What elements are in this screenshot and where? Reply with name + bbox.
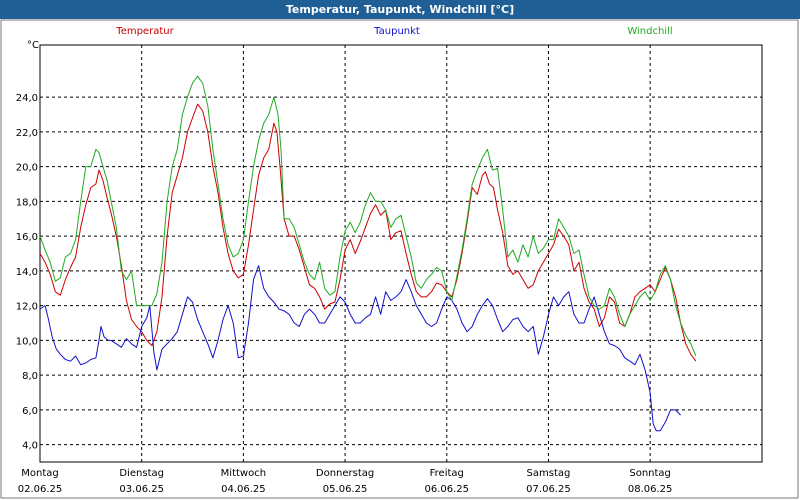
y-tick-label: 14,0	[16, 267, 38, 278]
y-tick-label: 22,0	[16, 128, 38, 139]
x-tick-date: 03.06.25	[119, 484, 164, 495]
x-tick-weekday: Mittwoch	[221, 468, 266, 479]
legend-taupunkt: Taupunkt	[373, 26, 420, 37]
y-tick-label: 24,0	[16, 93, 38, 104]
series-line-windchill	[39, 75, 697, 357]
y-tick-label: 4,0	[22, 441, 38, 452]
x-tick-date: 04.06.25	[221, 484, 266, 495]
x-tick-date: 05.06.25	[323, 484, 368, 495]
y-tick-label: 12,0	[16, 302, 38, 313]
series-line-taupunkt	[39, 265, 681, 432]
x-tick-date: 07.06.25	[526, 484, 571, 495]
x-tick-weekday: Freitag	[430, 468, 464, 479]
series-line-temperatur	[39, 103, 697, 362]
x-tick-weekday: Dienstag	[119, 468, 164, 479]
legend-temperatur: Temperatur	[115, 26, 174, 37]
chart-border	[0, 19, 799, 499]
x-tick-weekday: Samstag	[527, 468, 571, 479]
x-tick-weekday: Donnerstag	[316, 468, 374, 479]
x-tick-weekday: Sonntag	[629, 468, 671, 479]
y-axis-label: °C	[27, 40, 39, 51]
y-tick-label: 8,0	[22, 371, 38, 382]
x-tick-date: 08.06.25	[628, 484, 673, 495]
x-tick-weekday: Montag	[21, 468, 58, 479]
y-axis: 4,0 6,0 8,0 10,0 12,0 14,0 16,0 18,0 20,0 22,0 24,…	[16, 93, 38, 452]
y-tick-label: 10,0	[16, 336, 38, 347]
series-lines	[39, 75, 697, 432]
y-tick-label: 20,0	[16, 163, 38, 174]
y-tick-label: 6,0	[22, 406, 38, 417]
legend-windchill: Windchill	[627, 26, 672, 37]
x-tick-date: 02.06.25	[18, 484, 63, 495]
x-tick-date: 06.06.25	[424, 484, 469, 495]
y-tick-label: 16,0	[16, 232, 38, 243]
x-axis: Montag 02.06.25 Dienstag 03.06.25 Mittwoch 04…	[18, 468, 673, 495]
y-tick-label: 18,0	[16, 197, 38, 208]
chart-title: Temperatur, Taupunkt, Windchill [°C]	[0, 0, 800, 19]
